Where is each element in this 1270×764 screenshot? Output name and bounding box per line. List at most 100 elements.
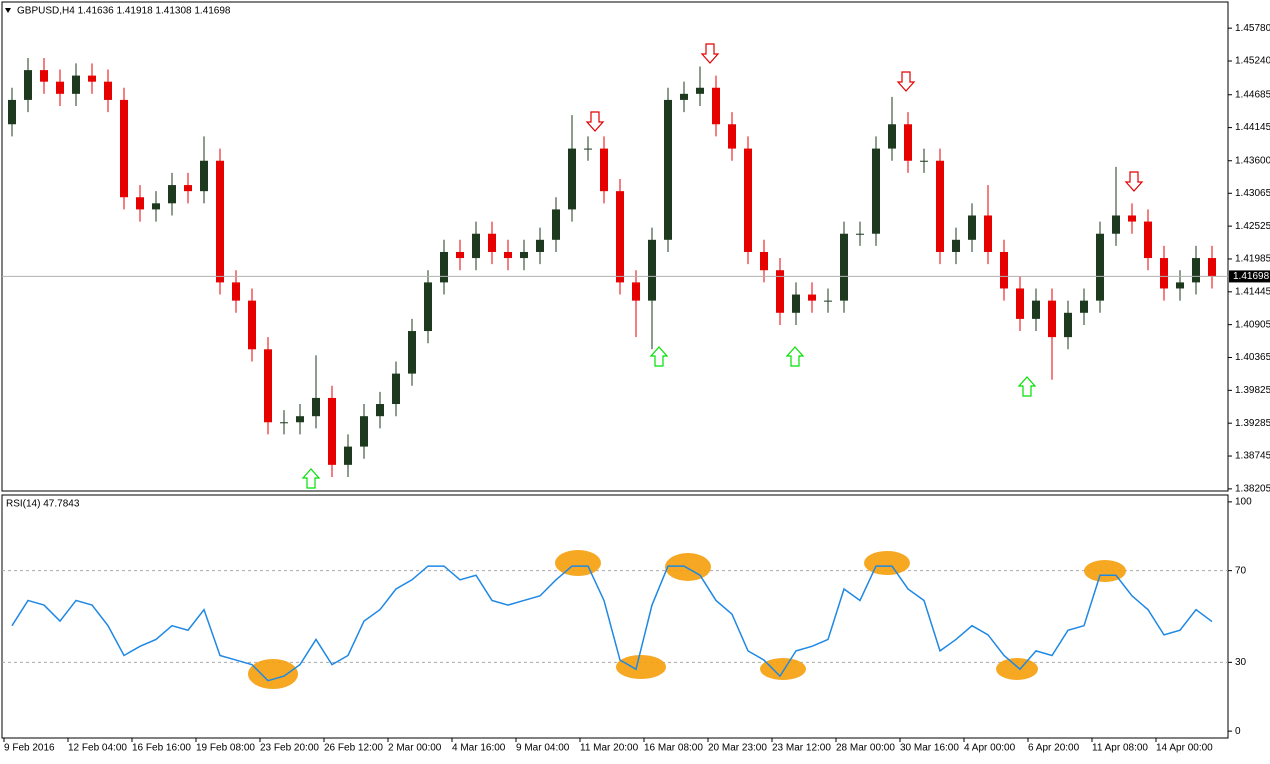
- candle-body: [232, 282, 240, 301]
- candle-body: [920, 160, 928, 162]
- candle-body: [392, 373, 400, 405]
- x-tick-label: 4 Mar 16:00: [452, 743, 506, 754]
- x-tick-label: 6 Apr 20:00: [1028, 743, 1080, 754]
- x-tick-label: 16 Feb 16:00: [132, 743, 191, 754]
- candle-body: [648, 239, 656, 301]
- candle-body: [1096, 233, 1104, 301]
- candle-body: [504, 251, 512, 259]
- x-tick-label: 23 Feb 20:00: [260, 743, 319, 754]
- y-tick-label: 1.41985: [1235, 254, 1270, 265]
- candle-body: [24, 70, 32, 100]
- x-tick-label: 26 Feb 12:00: [324, 743, 383, 754]
- signal-markers: [301, 43, 1144, 489]
- y-tick-label: 1.39285: [1235, 418, 1270, 429]
- y-tick-label: 1.38745: [1235, 451, 1270, 462]
- y-tick-label: 1.42525: [1235, 221, 1270, 232]
- candle-body: [40, 70, 48, 82]
- y-tick-label: 1.40905: [1235, 319, 1270, 330]
- candle-body: [1000, 251, 1008, 289]
- candle-body: [280, 422, 288, 424]
- candle-body: [8, 99, 16, 125]
- candle-body: [760, 251, 768, 271]
- candle-body: [968, 215, 976, 240]
- candle-body: [856, 233, 864, 235]
- candle-body: [600, 148, 608, 192]
- candle-body: [424, 282, 432, 332]
- candle-body: [568, 148, 576, 210]
- x-tick-label: 28 Mar 00:00: [836, 743, 895, 754]
- y-tick-label: 1.45240: [1235, 56, 1270, 67]
- y-tick-label: 1.44685: [1235, 89, 1270, 100]
- y-tick-label: 70: [1235, 565, 1247, 576]
- candle-body: [808, 294, 816, 301]
- candle-body: [312, 397, 320, 417]
- price-tag-label: 1.41698: [1233, 271, 1270, 282]
- candle-body: [792, 294, 800, 313]
- candle-body: [1064, 312, 1072, 338]
- candle-body: [872, 148, 880, 234]
- candle-body: [904, 124, 912, 161]
- candle-body: [104, 81, 112, 100]
- candle-body: [152, 203, 160, 210]
- candle-body: [840, 233, 848, 301]
- rsi-highlights: [248, 550, 1126, 689]
- candle-body: [536, 239, 544, 252]
- candle-body: [72, 75, 80, 94]
- candle-body: [344, 446, 352, 465]
- x-tick-label: 19 Feb 08:00: [196, 743, 255, 754]
- candle-body: [1144, 221, 1152, 259]
- candle-body: [264, 349, 272, 423]
- candle-body: [360, 416, 368, 447]
- buy-arrows: [301, 346, 1037, 489]
- x-tick-label: 11 Apr 08:00: [1092, 743, 1148, 754]
- candle-body: [248, 300, 256, 350]
- x-tick-label: 9 Mar 04:00: [516, 743, 570, 754]
- candle-body: [56, 81, 64, 94]
- candle-body: [1048, 300, 1056, 338]
- y-tick-label: 0: [1235, 726, 1241, 737]
- candle-body: [88, 75, 96, 82]
- y-tick-label: 100: [1235, 497, 1252, 508]
- candle-body: [376, 404, 384, 417]
- candle-body: [1160, 258, 1168, 289]
- candle-body: [472, 233, 480, 259]
- x-tick-label: 16 Mar 08:00: [644, 743, 703, 754]
- candle-body: [776, 270, 784, 313]
- candle-body: [1128, 215, 1136, 222]
- candle-body: [584, 148, 592, 150]
- y-tick-label: 1.41445: [1235, 286, 1270, 297]
- sell-arrows: [585, 43, 1144, 192]
- candle-body: [136, 197, 144, 210]
- candle-body: [520, 251, 528, 259]
- candle-body: [696, 87, 704, 94]
- y-tick-label: 1.38205: [1235, 484, 1270, 495]
- candle-body: [1208, 258, 1216, 277]
- candle-body: [1016, 288, 1024, 319]
- candle-body: [888, 124, 896, 149]
- y-tick-label: 1.44145: [1235, 122, 1270, 133]
- candle-body: [440, 251, 448, 283]
- rsi-line: [11, 565, 1213, 682]
- price-title: GBPUSD,H4 1.41636 1.41918 1.41308 1.4169…: [17, 6, 231, 17]
- candle-body: [1192, 258, 1200, 283]
- x-tick-label: 30 Mar 16:00: [900, 743, 959, 754]
- candle-body: [952, 239, 960, 252]
- candle-body: [120, 99, 128, 198]
- candle-body: [1112, 215, 1120, 234]
- candle-body: [456, 251, 464, 259]
- x-tick-label: 4 Apr 00:00: [964, 743, 1016, 754]
- candle-body: [200, 160, 208, 192]
- candle-body: [936, 160, 944, 252]
- candle-body: [712, 87, 720, 125]
- candle-body: [616, 191, 624, 283]
- lines: 1.45780 1.45240 1.44685 1.44145 1.43600 1.430…: [2, 23, 1270, 754]
- candle-body: [744, 148, 752, 252]
- candle-body: [728, 124, 736, 149]
- candle-body: [216, 160, 224, 283]
- candle-body: [1032, 300, 1040, 319]
- y-tick-label: 1.45780: [1235, 23, 1270, 34]
- candle-body: [328, 397, 336, 465]
- candle-body: [1176, 282, 1184, 289]
- rsi-panel: [1, 494, 1229, 739]
